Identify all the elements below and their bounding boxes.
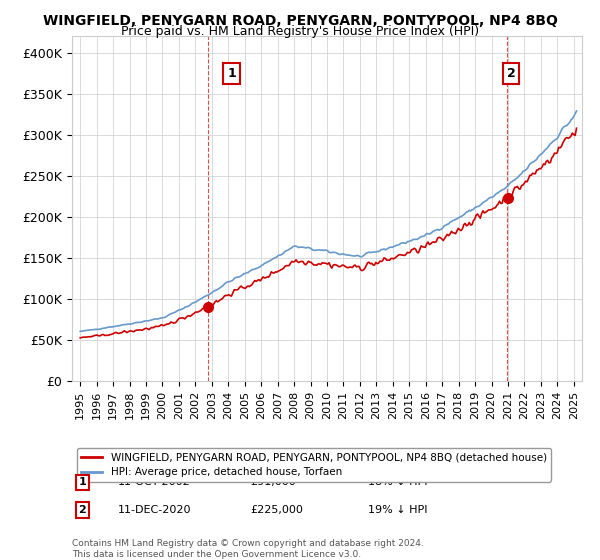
Text: 18% ↓ HPI: 18% ↓ HPI — [368, 477, 427, 487]
Text: 19% ↓ HPI: 19% ↓ HPI — [368, 505, 427, 515]
Text: Price paid vs. HM Land Registry's House Price Index (HPI): Price paid vs. HM Land Registry's House … — [121, 25, 479, 38]
Text: 11-OCT-2002: 11-OCT-2002 — [118, 477, 191, 487]
Text: 2: 2 — [79, 505, 86, 515]
Text: 1: 1 — [227, 67, 236, 80]
Text: 2: 2 — [507, 67, 515, 80]
Text: £225,000: £225,000 — [251, 505, 304, 515]
Text: 11-DEC-2020: 11-DEC-2020 — [118, 505, 191, 515]
Text: WINGFIELD, PENYGARN ROAD, PENYGARN, PONTYPOOL, NP4 8BQ: WINGFIELD, PENYGARN ROAD, PENYGARN, PONT… — [43, 14, 557, 28]
Text: Contains HM Land Registry data © Crown copyright and database right 2024.
This d: Contains HM Land Registry data © Crown c… — [72, 539, 424, 559]
Text: 1: 1 — [79, 477, 86, 487]
Legend: WINGFIELD, PENYGARN ROAD, PENYGARN, PONTYPOOL, NP4 8BQ (detached house), HPI: Av: WINGFIELD, PENYGARN ROAD, PENYGARN, PONT… — [77, 448, 551, 482]
Text: £91,000: £91,000 — [251, 477, 296, 487]
